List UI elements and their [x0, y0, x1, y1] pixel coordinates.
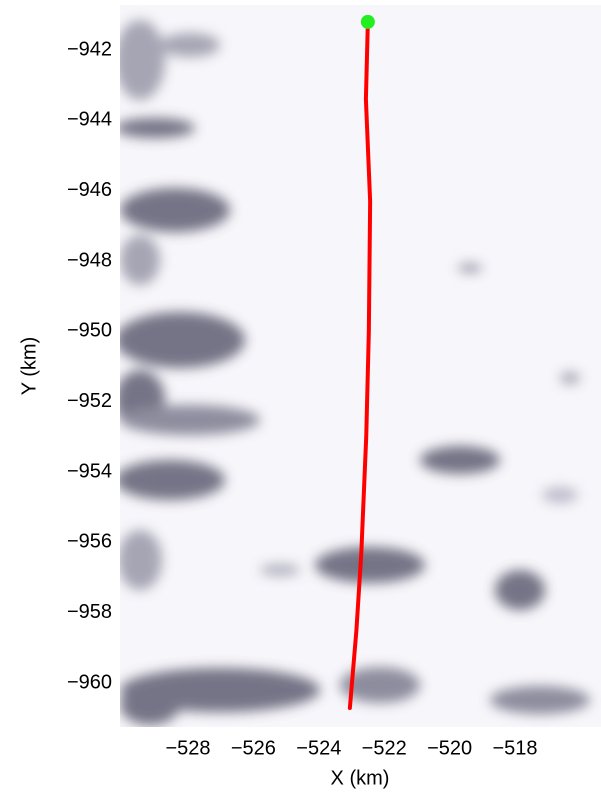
x-tick-label: −518 [492, 737, 537, 759]
y-tick-label: −956 [67, 531, 112, 553]
background-image [120, 5, 601, 727]
y-tick-label: −948 [67, 249, 112, 271]
y-tick-label: −946 [67, 179, 112, 201]
x-axis-label: X (km) [331, 767, 390, 789]
y-tick-label: −958 [67, 601, 112, 623]
y-tick-label: −954 [67, 460, 112, 482]
y-tick-label: −952 [67, 390, 112, 412]
track-line [347, 19, 373, 711]
y-tick-label: −960 [67, 671, 112, 693]
x-tick-label: −524 [296, 737, 341, 759]
x-tick-label: −526 [231, 737, 276, 759]
x-tick-label: −520 [427, 737, 472, 759]
y-tick-label: −950 [67, 320, 112, 342]
y-axis-label: Y (km) [18, 337, 40, 396]
y-tick-label: −942 [67, 38, 112, 60]
x-tick-label: −522 [362, 737, 407, 759]
x-tick-label: −528 [165, 737, 210, 759]
y-tick-label: −944 [67, 109, 112, 131]
start-marker [360, 14, 375, 29]
